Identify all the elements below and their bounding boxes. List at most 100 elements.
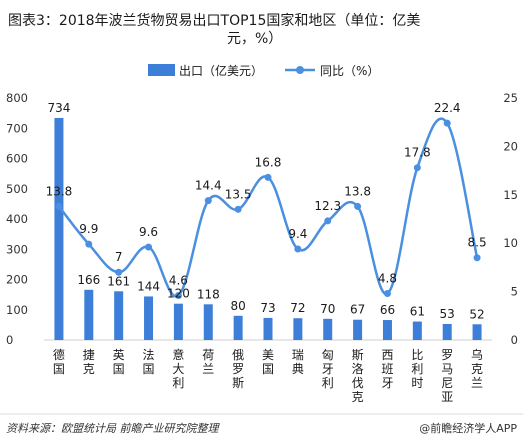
bar-label-8: 72	[290, 301, 305, 315]
line-label-3: 9.6	[139, 225, 158, 239]
category-label-0: 德国	[53, 347, 65, 376]
bar-label-5: 118	[197, 287, 220, 301]
chart-title-line-1: 图表3：2018年波兰货物贸易出口TOP15国家和地区（单位：亿美	[8, 12, 420, 29]
bar-12	[412, 321, 422, 340]
legend-bar-label: 出口（亿美元）	[179, 63, 263, 78]
bar-label-1: 166	[77, 273, 100, 287]
left-axis-tick-7: 700	[6, 121, 28, 135]
source-note: 资料来源：欧盟统计局 前瞻产业研究院整理	[6, 422, 220, 435]
right-axis-tick-1: 5	[511, 285, 518, 299]
bar-2	[114, 291, 124, 340]
right-axis-tick-2: 10	[503, 236, 518, 250]
line-point-5	[204, 197, 212, 205]
left-axis-tick-1: 100	[6, 303, 28, 317]
bar-6	[233, 315, 243, 340]
line-label-6: 13.5	[225, 187, 252, 201]
bar-label-10: 67	[350, 303, 365, 317]
line-data-labels: 13.89.979.64.614.413.516.89.412.313.84.8…	[46, 101, 487, 287]
bar-11	[382, 320, 392, 340]
left-axis-tick-3: 300	[6, 242, 28, 256]
line-label-2: 7	[115, 250, 123, 264]
legend: 出口（亿美元） 同比（%）	[148, 63, 379, 78]
line-label-8: 9.4	[288, 227, 307, 241]
bar-13	[442, 323, 452, 340]
legend-bar-swatch	[148, 64, 175, 76]
right-axis-tick-0: 0	[511, 333, 518, 347]
category-label-5: 荷兰	[202, 348, 214, 376]
category-label-10: 斯洛伐克	[352, 348, 364, 404]
line-label-10: 13.8	[344, 184, 371, 198]
line-point-7	[264, 173, 272, 181]
category-label-8: 瑞典	[292, 348, 304, 376]
bar-label-6: 80	[230, 299, 245, 313]
bar-1	[84, 289, 94, 340]
bar-label-2: 161	[107, 274, 130, 288]
bar-8	[293, 318, 303, 340]
bar-4	[173, 303, 183, 340]
category-label-9: 匈牙利	[322, 348, 334, 390]
legend-line-marker	[296, 66, 304, 74]
left-axis-tick-5: 500	[6, 182, 28, 196]
bar-5	[203, 304, 213, 340]
line-point-13	[443, 119, 451, 127]
line-label-4: 4.6	[169, 273, 188, 287]
left-axis-tick-8: 800	[6, 91, 28, 105]
category-label-13: 罗马尼亚	[441, 348, 453, 404]
right-axis-tick-4: 20	[503, 139, 518, 153]
line-label-5: 14.4	[195, 179, 222, 193]
brand-mark: @前瞻经济学人APP	[419, 421, 517, 435]
bar-data-labels: 734 166 161 144 120 118 80 73 72 70 67 66 61 53 52	[47, 101, 484, 321]
chart-title-line-2: 元，%）	[227, 31, 282, 47]
category-label-4: 意大利	[172, 347, 184, 390]
line-point-9	[324, 217, 332, 225]
line-series	[55, 117, 481, 299]
bar-0	[54, 117, 64, 340]
line-label-12: 17.8	[404, 146, 431, 160]
bar-label-9: 70	[320, 302, 335, 316]
line-point-10	[354, 202, 362, 210]
right-axis-tick-5: 25	[503, 91, 518, 105]
line-label-11: 4.8	[378, 272, 397, 286]
category-label-12: 比利时	[411, 348, 423, 390]
category-label-11: 西班牙	[381, 348, 393, 390]
category-label-6: 俄罗斯	[232, 348, 244, 390]
line-point-0	[55, 202, 63, 210]
bar-label-7: 73	[260, 301, 275, 315]
line-label-9: 12.3	[314, 199, 341, 213]
bar-series	[54, 117, 482, 340]
line-point-12	[413, 164, 421, 172]
category-label-14: 乌克兰	[471, 347, 483, 390]
line-point-11	[383, 290, 391, 298]
bar-7	[263, 317, 273, 340]
bar-3	[144, 296, 154, 340]
legend-line-label: 同比（%）	[320, 64, 379, 78]
category-label-3: 法国	[143, 348, 155, 376]
line-point-6	[234, 205, 242, 213]
bar-label-12: 61	[410, 305, 425, 319]
left-axis-tick-6: 600	[6, 152, 28, 166]
bar-label-4: 120	[167, 287, 190, 301]
bar-label-13: 53	[440, 307, 455, 321]
left-axis: 0 100 200 300 400 500 600 700 800	[6, 91, 28, 347]
left-axis-tick-0: 0	[6, 333, 13, 347]
footer: 资料来源：欧盟统计局 前瞻产业研究院整理 @前瞻经济学人APP	[0, 413, 523, 435]
line-point-3	[145, 243, 153, 251]
bar-label-14: 52	[469, 307, 484, 321]
left-axis-tick-4: 400	[6, 212, 28, 226]
bar-label-3: 144	[137, 279, 160, 293]
line-point-1	[85, 240, 93, 248]
line-label-0: 13.8	[46, 184, 73, 198]
bar-label-0: 734	[47, 101, 70, 115]
line-point-4	[174, 291, 182, 299]
bar-14	[472, 324, 482, 340]
category-label-2: 英国	[113, 348, 125, 376]
right-axis: 0 5 10 15 20 25	[503, 91, 518, 347]
bar-9	[323, 318, 333, 340]
line-point-14	[473, 254, 481, 262]
line-label-13: 22.4	[434, 101, 461, 115]
line-label-1: 9.9	[79, 222, 98, 236]
line-point-2	[115, 268, 123, 276]
line-label-14: 8.5	[468, 236, 487, 250]
